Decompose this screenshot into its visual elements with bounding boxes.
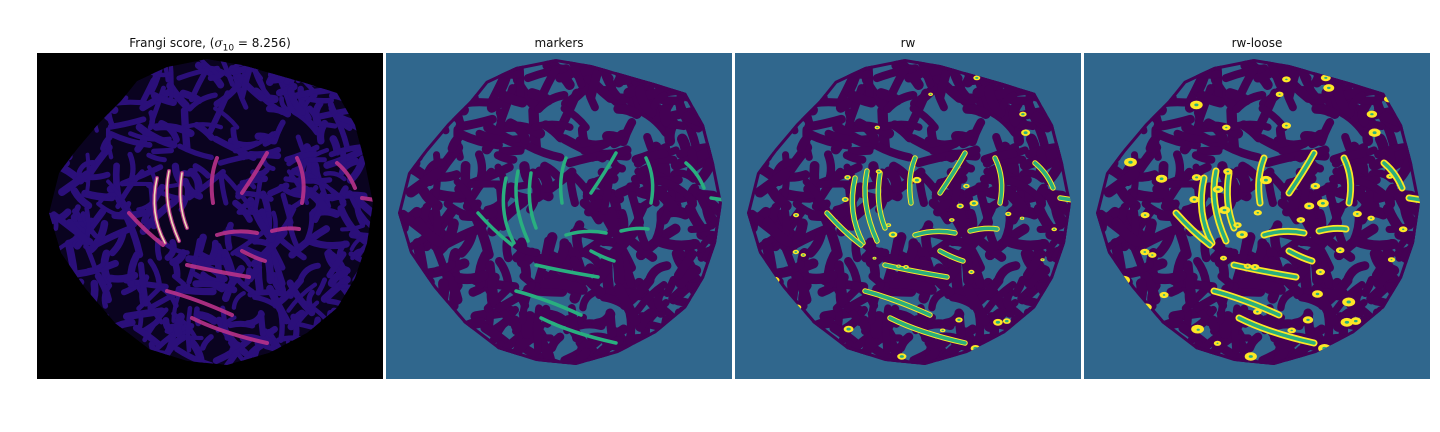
frangi-score-image: [37, 53, 383, 379]
rw-image: [735, 53, 1081, 379]
retina-region: [398, 59, 722, 365]
frangi-title-symbol: σ: [214, 36, 223, 50]
rw-loose-image: [1084, 53, 1430, 379]
frangi-title-prefix: Frangi score, (: [129, 36, 215, 50]
frangi-title-rest: = 8.256): [234, 36, 291, 50]
markers-svg: [386, 53, 732, 379]
markers-image: [386, 53, 732, 379]
frangi-panel-title: Frangi score, (σ10 = 8.256): [37, 35, 383, 54]
rw-svg: [735, 53, 1081, 379]
rw-panel-title: rw: [900, 36, 916, 50]
markers-panel-title: markers: [534, 36, 584, 50]
rw-loose-panel-title: rw-loose: [1231, 36, 1283, 50]
frangi-title-subscript: 10: [222, 43, 235, 54]
retina-region: [49, 59, 373, 365]
frangi-score-svg: [37, 53, 383, 379]
rw-loose-svg: [1084, 53, 1430, 379]
